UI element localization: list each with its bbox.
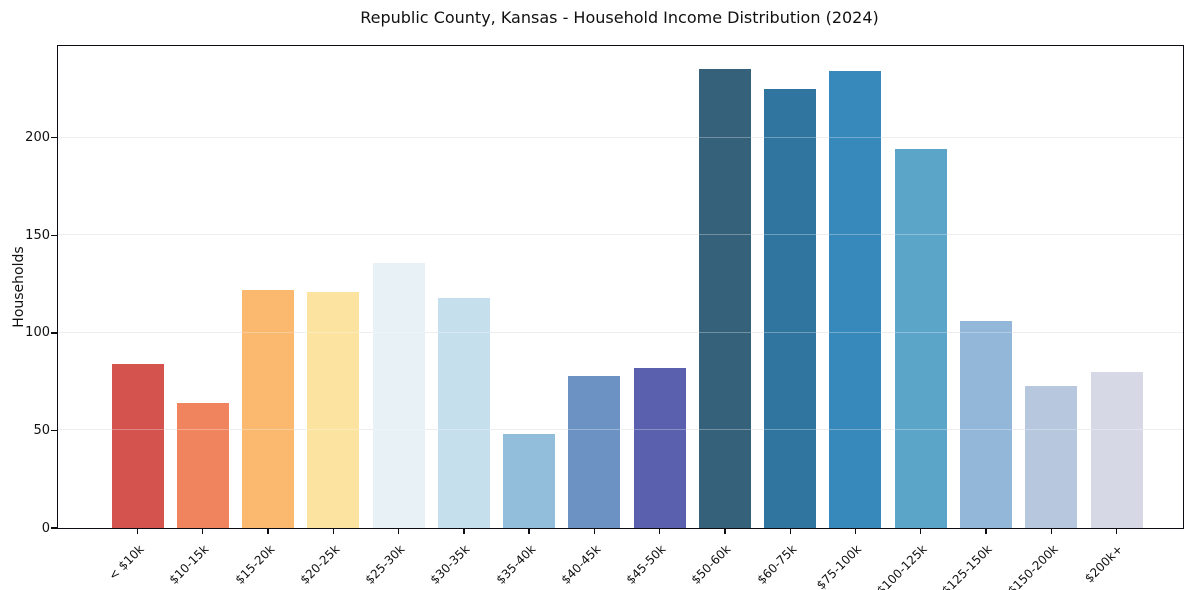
bar-40-45k [568,375,621,528]
y-tick-mark [51,137,57,139]
x-tick-label: $15-20k [232,542,277,587]
y-tick-label: 0 [41,520,50,536]
bar-35-40k [503,434,556,528]
gridline-overlay [58,429,1183,431]
chart-title: Republic County, Kansas - Household Inco… [360,8,879,27]
x-tick-label: $50-60k [688,542,734,587]
x-tick-label: $20-25k [297,542,343,587]
bar-30-35k [437,297,490,528]
x-tick-mark [136,528,139,534]
bar-50-60k [698,69,751,528]
y-tick-mark [51,527,57,529]
x-tick-mark [920,528,922,534]
x-tick-mark [463,528,465,534]
y-axis-label: Households [11,246,27,328]
x-tick-mark [1050,528,1052,534]
x-tick-label: $60-75k [754,542,800,587]
x-tick-mark [1115,528,1118,534]
x-tick-mark [658,528,661,534]
bar-60-75k [764,88,817,528]
x-tick-label: $45-50k [623,542,669,587]
bar-200k [1090,371,1143,528]
gridline [58,136,1183,138]
x-tick-label: $30-35k [427,542,473,587]
x-tick-label: $75-100k [814,542,865,590]
x-tick-mark [593,528,596,534]
x-tick-label: $10-15k [166,542,212,587]
bar-45-50k [633,367,686,528]
x-tick-label: $125-150k [939,542,995,590]
gridline [58,429,1183,431]
y-tick-mark [51,234,57,236]
x-tick-label: $200k+ [1081,542,1126,586]
y-tick-label: 50 [33,422,50,438]
y-tick-label: 150 [25,227,50,243]
bar-25-30k [372,262,425,528]
bar-125-150k [960,321,1012,528]
y-tick-mark [51,429,57,432]
y-tick-label: 100 [25,325,50,341]
gridline [58,331,1183,333]
x-tick-mark [332,528,334,534]
x-tick-mark [528,528,530,534]
x-tick-label: $35-40k [493,542,539,587]
y-tick-label: 200 [25,130,50,146]
x-axis-labels: < $10k $10-15k $15-20k $20-25k $25-30k $30-35… [57,528,1182,590]
gridline-overlay [58,234,1183,236]
bar-20-25k [307,291,360,528]
x-tick-mark [724,528,726,534]
x-tick-mark [854,528,857,534]
x-tick-label: < $10k [105,542,147,583]
x-tick-mark [789,528,791,534]
bar-10k [111,364,164,528]
bar-75-100k [829,71,882,528]
bar-15-20k [242,289,295,528]
x-tick-label: $150-200k [1004,542,1061,590]
gridline-overlay [58,331,1183,333]
gridline [58,234,1183,236]
x-tick-mark [267,528,269,534]
x-tick-mark [397,528,400,534]
x-tick-label: $40-45k [558,542,604,587]
x-tick-label: $100-125k [873,542,930,590]
y-tick-mark [51,332,57,334]
gridline-overlay [58,136,1183,138]
x-tick-label: $25-30k [362,542,408,587]
bar-10-15k [176,403,229,528]
x-tick-mark [202,528,204,534]
x-tick-mark [985,528,987,534]
plot-area: 0 50 100 150 200 [25,45,1184,535]
bar-150-200k [1025,385,1078,528]
bar-100-125k [894,149,947,528]
